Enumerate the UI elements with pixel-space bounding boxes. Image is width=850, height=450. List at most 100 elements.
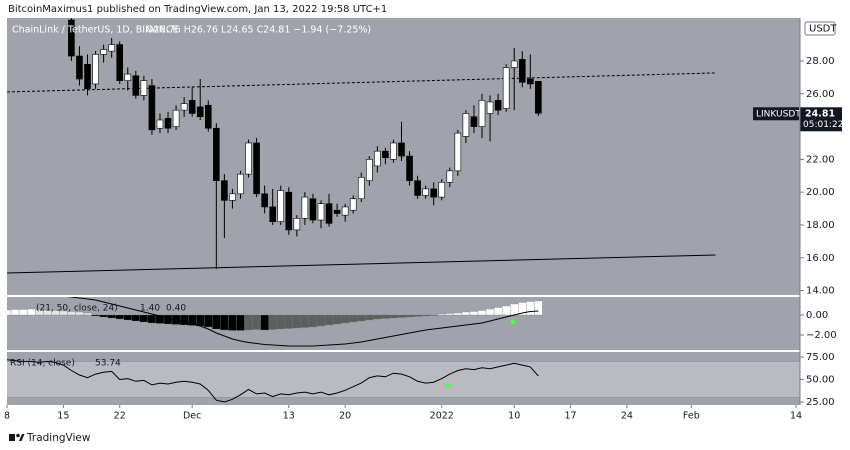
candle-body	[438, 182, 446, 198]
signal-dot	[510, 319, 516, 325]
trend-line	[7, 254, 716, 274]
histogram-bar	[115, 314, 124, 320]
publish-note: BitcoinMaximus1 published on TradingView…	[8, 4, 387, 15]
x-tick-label: 10	[508, 411, 520, 422]
rsi-line	[7, 359, 539, 403]
candle-body	[293, 218, 301, 231]
x-tick-label: 24	[621, 411, 633, 422]
candle-body	[148, 85, 156, 131]
histogram-bar	[357, 314, 366, 322]
histogram-bar	[461, 311, 471, 316]
histogram-bar	[260, 314, 269, 331]
candle-body	[92, 54, 99, 85]
y-tick-label: 25.00	[806, 397, 835, 408]
macd-line	[67, 297, 539, 347]
macd-pane	[7, 297, 543, 347]
candle-body	[140, 80, 148, 96]
x-tick-label: Dec	[183, 411, 201, 422]
histogram-bar	[179, 314, 189, 326]
histogram-bar	[389, 314, 398, 319]
y-tick-label: 14.00	[806, 286, 835, 297]
histogram-bar	[453, 312, 463, 316]
candle-body	[180, 103, 188, 111]
pane-background	[7, 18, 800, 295]
histogram-bar	[268, 314, 277, 330]
histogram-bar	[308, 314, 318, 328]
histogram-bar	[381, 314, 390, 319]
y-tick-label: 20.00	[806, 187, 835, 198]
histogram-bar	[27, 308, 36, 316]
candle-body	[164, 118, 172, 129]
candle-body	[494, 100, 502, 111]
histogram-bar	[212, 314, 221, 330]
footer-logo	[9, 433, 25, 441]
candle-body	[430, 188, 438, 198]
histogram-bar	[332, 314, 342, 325]
candle-body	[341, 206, 349, 216]
histogram-bar	[429, 314, 438, 316]
rsi-pane	[7, 359, 800, 403]
histogram-bar	[445, 313, 454, 316]
histogram-bar	[131, 314, 140, 322]
histogram-bar	[220, 314, 229, 331]
x-tick-label: 17	[565, 411, 577, 422]
x-tick-label: 13	[283, 411, 295, 422]
histogram-bar	[91, 314, 100, 317]
candle-body	[172, 109, 180, 127]
histogram-bar	[300, 314, 310, 328]
candle-body	[285, 191, 293, 231]
histogram-bar	[99, 314, 108, 318]
candle-body	[398, 142, 405, 157]
histogram-bar	[196, 314, 205, 327]
histogram-bar	[421, 314, 430, 317]
last-price-box	[800, 107, 842, 132]
candle-body	[317, 203, 325, 221]
chart-title: ChainLink / TetherUS, 1D, BINANCE	[12, 25, 178, 36]
candle-body	[213, 127, 220, 181]
histogram-bar	[324, 314, 334, 326]
candle-body	[382, 150, 389, 159]
indicator-value: 1.40	[140, 304, 160, 314]
histogram-bar	[349, 314, 358, 323]
x-tick-label: 8	[4, 411, 10, 422]
y-tick-label: 22.00	[806, 154, 835, 165]
candle-body	[301, 196, 309, 219]
histogram-bar	[502, 305, 511, 316]
y-tick-label: 18.00	[806, 220, 835, 231]
footer-brand: TradingView	[26, 432, 91, 444]
candle-body	[196, 106, 204, 118]
symbol-box	[753, 107, 799, 121]
candle-body	[374, 150, 381, 167]
candle-body	[204, 104, 212, 129]
ohlc-legend: O26.76 H26.76 L24.65 C24.81 −1.94 (−7.25…	[146, 25, 371, 36]
histogram-bar	[534, 300, 543, 316]
y-tick-label: 0.00	[806, 310, 828, 321]
candle-body	[510, 60, 518, 68]
histogram-bar	[340, 314, 350, 324]
candle-body	[486, 101, 494, 114]
candle-body	[462, 113, 470, 137]
histogram-bar	[292, 314, 301, 329]
candle-body	[269, 206, 276, 222]
histogram-bar	[373, 314, 382, 320]
candle-body	[253, 142, 260, 195]
histogram-bar	[477, 310, 487, 316]
candle-body	[333, 209, 341, 214]
signal-dot	[445, 382, 451, 388]
candle-body	[156, 119, 164, 129]
histogram-bar	[485, 308, 495, 316]
candle-body	[390, 142, 397, 160]
y-tick-label: 50.00	[806, 374, 835, 385]
histogram-bar	[493, 307, 503, 316]
currency-box	[804, 21, 836, 36]
y-tick-label: 26.00	[806, 89, 835, 100]
histogram-bar	[83, 312, 92, 316]
candle-body	[309, 198, 317, 221]
histogram-bar	[236, 314, 245, 331]
candle-body	[518, 59, 526, 83]
candle-body	[365, 159, 373, 181]
trend-line	[7, 72, 716, 93]
x-tick-label: 2022	[430, 411, 454, 422]
histogram-bar	[228, 314, 237, 331]
histogram-bar	[526, 301, 535, 316]
